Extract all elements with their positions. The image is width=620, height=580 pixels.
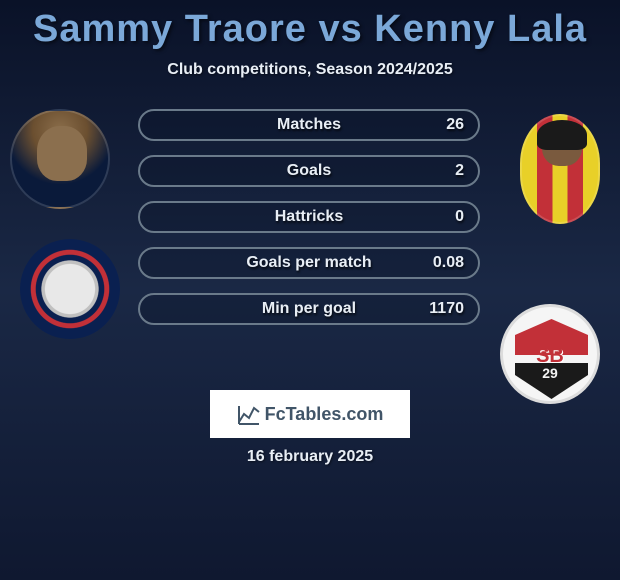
stat-row: Hattricks 0 bbox=[138, 201, 480, 233]
stat-label: Goals bbox=[140, 162, 478, 180]
stat-value: 1170 bbox=[429, 300, 464, 318]
club2-number: 29 bbox=[503, 365, 597, 381]
stat-value: 0 bbox=[455, 208, 464, 226]
stat-row: Min per goal 1170 bbox=[138, 293, 480, 325]
date: 16 february 2025 bbox=[0, 448, 620, 466]
stat-row: Matches 26 bbox=[138, 109, 480, 141]
stat-value: 26 bbox=[446, 116, 464, 134]
stat-row: Goals 2 bbox=[138, 155, 480, 187]
stat-value: 0.08 bbox=[433, 254, 464, 272]
title: Sammy Traore vs Kenny Lala bbox=[0, 8, 620, 51]
player1-club-logo bbox=[20, 239, 120, 339]
stat-row: Goals per match 0.08 bbox=[138, 247, 480, 279]
stat-rows: Matches 26 Goals 2 Hattricks 0 Goals per… bbox=[138, 109, 480, 339]
chart-icon bbox=[237, 402, 261, 426]
watermark-text: FcTables.com bbox=[265, 404, 384, 425]
stat-label: Hattricks bbox=[140, 208, 478, 226]
player2-photo bbox=[520, 114, 600, 224]
player2-club-logo: SB 29 bbox=[500, 304, 600, 404]
stat-label: Min per goal bbox=[140, 300, 478, 318]
player1-photo bbox=[10, 109, 110, 209]
watermark: FcTables.com bbox=[210, 390, 410, 438]
stat-value: 2 bbox=[455, 162, 464, 180]
stat-label: Goals per match bbox=[140, 254, 478, 272]
comparison-card: Sammy Traore vs Kenny Lala Club competit… bbox=[0, 0, 620, 389]
subtitle: Club competitions, Season 2024/2025 bbox=[0, 61, 620, 79]
stat-label: Matches bbox=[140, 116, 478, 134]
stats-area: SB 29 Matches 26 Goals 2 Hattricks 0 Goa… bbox=[0, 109, 620, 389]
